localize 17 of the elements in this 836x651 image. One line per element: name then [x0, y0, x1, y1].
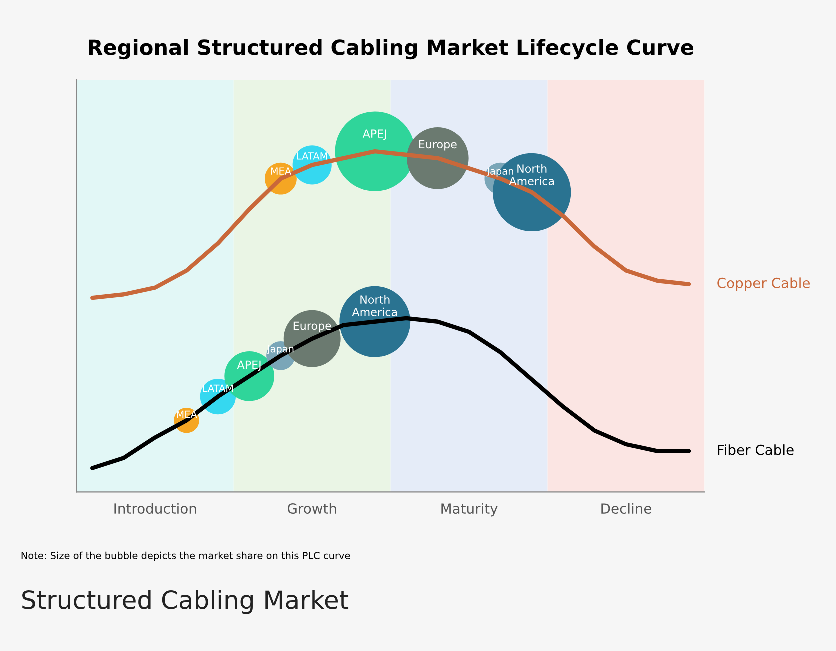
series-label: Europe: [419, 140, 457, 151]
series-label: Europe: [294, 322, 332, 332]
text: Fiber Cable: [718, 444, 794, 456]
x-tick-label: Introduction: [114, 503, 196, 514]
text: Copper Cable: [718, 278, 810, 292]
x-tick-label: Growth: [288, 503, 336, 514]
series-label: APEJ: [237, 360, 261, 372]
series-label: Japan: [486, 168, 514, 177]
text: Structured Cabling Market: [22, 590, 349, 614]
x-tick-label: Maturity: [442, 503, 498, 517]
series-label: APEJ: [362, 130, 386, 140]
text: Note: Size of the bubble depicts the market share on this PLC curve: [22, 552, 350, 562]
x-tick-label: Decline: [602, 503, 652, 514]
series-label: MEA: [271, 168, 292, 175]
series-label: LATAM: [297, 152, 328, 160]
chart-title: Regional Structured Cabling Market Lifecycle Curve: [89, 39, 694, 60]
series-label: North America: [352, 295, 398, 316]
